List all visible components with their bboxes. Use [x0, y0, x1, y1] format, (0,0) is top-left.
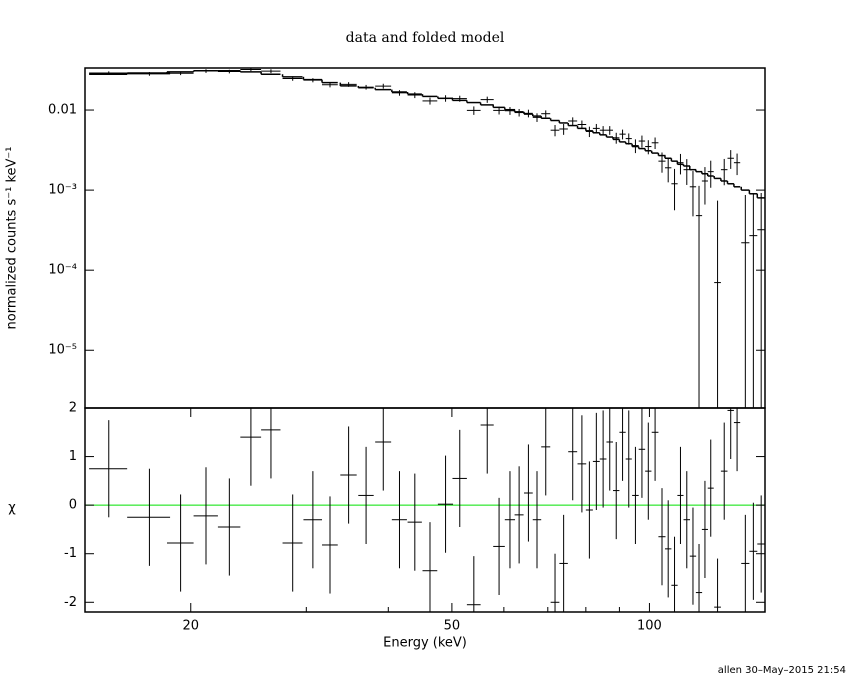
y-tick-label: 10⁻³	[48, 183, 77, 198]
y-tick-label: 0	[69, 498, 77, 513]
x-tick-label: 50	[444, 619, 461, 634]
y-tick-label: 10⁻⁴	[48, 263, 77, 278]
footer: allen 30–May–2015 21:54	[718, 665, 846, 676]
y-axis-label: normalized counts s⁻¹ keV⁻¹	[5, 147, 20, 330]
plot-area	[85, 408, 765, 612]
y-tick-label: 10⁻⁵	[48, 343, 77, 358]
panel-frame	[84, 407, 766, 613]
y-tick-label: -1	[64, 546, 77, 561]
x-tick-label: 20	[182, 619, 199, 634]
y-tick-label: -2	[64, 595, 77, 610]
y-axis-label: χ	[8, 501, 16, 516]
chart-title: data and folded model	[346, 30, 505, 46]
y-tick-label: 1	[69, 449, 77, 464]
plot-area	[89, 68, 765, 408]
y-tick-label: 0.01	[48, 103, 77, 118]
panel-frame	[84, 67, 766, 409]
x-tick-label: 100	[637, 619, 662, 634]
x-axis-label: Energy (keV)	[383, 636, 467, 651]
y-tick-label: 2	[69, 401, 77, 416]
